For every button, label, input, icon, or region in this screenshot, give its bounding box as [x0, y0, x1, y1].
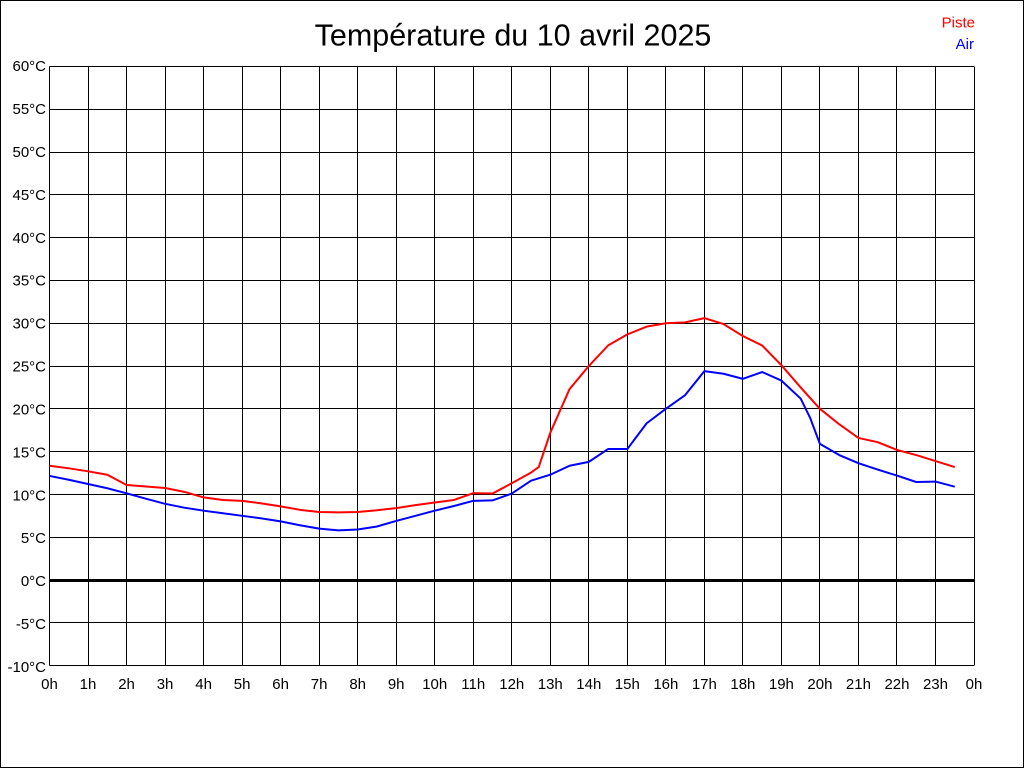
svg-text:60°C: 60°C: [12, 58, 46, 75]
svg-text:15°C: 15°C: [12, 444, 46, 461]
svg-text:8h: 8h: [349, 676, 366, 693]
svg-text:21h: 21h: [846, 676, 871, 693]
svg-text:5h: 5h: [234, 676, 251, 693]
svg-text:55°C: 55°C: [12, 101, 46, 118]
svg-text:13h: 13h: [538, 676, 563, 693]
svg-text:3h: 3h: [157, 676, 174, 693]
svg-text:-10°C: -10°C: [7, 659, 46, 676]
svg-text:50°C: 50°C: [12, 144, 46, 161]
svg-text:25°C: 25°C: [12, 359, 46, 376]
svg-text:18h: 18h: [730, 676, 755, 693]
svg-text:11h: 11h: [461, 676, 485, 693]
svg-text:15h: 15h: [615, 676, 640, 693]
svg-text:17h: 17h: [692, 676, 717, 693]
svg-text:7h: 7h: [311, 676, 328, 693]
svg-text:45°C: 45°C: [12, 187, 46, 204]
svg-text:2h: 2h: [118, 676, 135, 693]
svg-text:1h: 1h: [80, 676, 97, 693]
svg-text:0h: 0h: [41, 676, 58, 693]
svg-text:20h: 20h: [807, 676, 832, 693]
svg-text:30°C: 30°C: [12, 316, 46, 333]
svg-text:14h: 14h: [576, 676, 601, 693]
svg-text:20°C: 20°C: [12, 401, 46, 418]
svg-text:5°C: 5°C: [21, 530, 46, 547]
svg-text:0h: 0h: [966, 676, 983, 693]
svg-text:10°C: 10°C: [12, 487, 46, 504]
svg-text:0°C: 0°C: [21, 573, 46, 590]
svg-text:22h: 22h: [884, 676, 909, 693]
svg-text:16h: 16h: [653, 676, 678, 693]
svg-text:40°C: 40°C: [12, 230, 46, 247]
svg-text:Piste: Piste: [942, 14, 975, 31]
svg-text:19h: 19h: [769, 676, 794, 693]
svg-text:-5°C: -5°C: [16, 616, 46, 633]
svg-text:4h: 4h: [195, 676, 212, 693]
svg-text:Air: Air: [956, 36, 974, 53]
svg-text:9h: 9h: [388, 676, 405, 693]
svg-text:10h: 10h: [422, 676, 447, 693]
svg-text:23h: 23h: [923, 676, 948, 693]
svg-text:35°C: 35°C: [12, 273, 46, 290]
svg-text:12h: 12h: [499, 676, 524, 693]
svg-text:6h: 6h: [272, 676, 289, 693]
svg-text:Température du 10 avril 2025: Température du 10 avril 2025: [315, 19, 712, 53]
